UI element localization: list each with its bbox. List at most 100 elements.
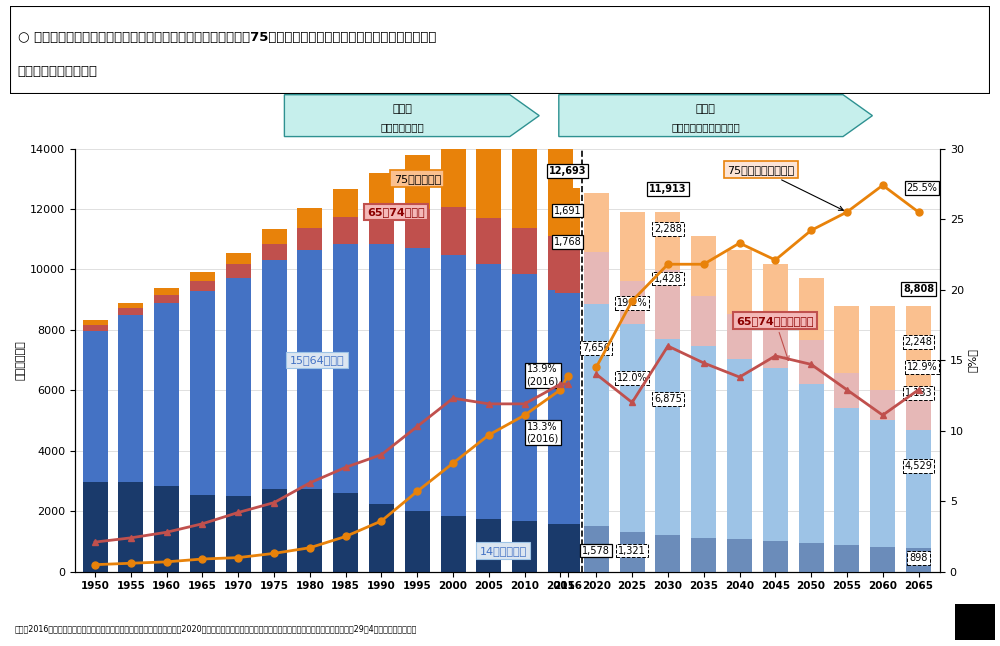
Bar	[190, 272, 215, 280]
Bar	[799, 384, 824, 543]
Bar	[763, 264, 788, 321]
Bar	[691, 236, 716, 297]
Text: 25.5%: 25.5%	[907, 183, 938, 193]
Polygon shape	[559, 95, 872, 136]
Bar	[763, 541, 788, 572]
Bar	[727, 314, 752, 359]
Bar	[476, 264, 501, 519]
Bar	[476, 140, 501, 218]
Bar	[118, 302, 143, 309]
FancyBboxPatch shape	[955, 604, 995, 640]
FancyBboxPatch shape	[10, 6, 990, 94]
Bar	[297, 488, 322, 572]
Bar	[555, 293, 580, 524]
Bar	[476, 218, 501, 264]
Bar	[906, 548, 931, 572]
Bar	[620, 532, 645, 572]
Text: 13.3%
(2016): 13.3% (2016)	[526, 422, 559, 444]
Bar	[763, 368, 788, 541]
Bar	[834, 306, 859, 373]
Text: 8,808: 8,808	[903, 284, 934, 294]
Bar	[333, 217, 358, 244]
Text: 1,133: 1,133	[905, 388, 932, 399]
Bar	[441, 516, 466, 572]
Text: 1,321: 1,321	[618, 546, 646, 556]
Text: 75歳以上人口: 75歳以上人口	[394, 174, 441, 184]
Bar	[154, 303, 179, 486]
Bar	[727, 359, 752, 539]
Bar	[262, 490, 287, 572]
Polygon shape	[284, 95, 539, 136]
Bar	[727, 250, 752, 314]
Bar	[548, 134, 573, 236]
Text: 2,248: 2,248	[905, 337, 932, 347]
Text: 13.9%
(2016): 13.9% (2016)	[526, 364, 559, 386]
Bar	[83, 331, 108, 482]
Text: 11,913: 11,913	[649, 184, 687, 194]
Text: 12,693: 12,693	[549, 166, 586, 176]
Bar	[190, 280, 215, 291]
Bar	[870, 547, 895, 572]
Text: 2,288: 2,288	[654, 224, 682, 234]
Text: 15～64歳人口: 15～64歳人口	[290, 355, 344, 365]
Bar	[870, 390, 895, 420]
Bar	[691, 297, 716, 346]
Bar	[548, 236, 573, 290]
Bar	[333, 244, 358, 493]
Text: （日本の将来人口推計）: （日本の将来人口推計）	[671, 122, 740, 132]
Bar	[190, 495, 215, 572]
Text: 14歳以下人口: 14歳以下人口	[480, 546, 527, 556]
Text: 65～74歳人口の割合: 65～74歳人口の割合	[737, 316, 814, 360]
Bar	[333, 189, 358, 217]
Bar	[584, 193, 609, 252]
Bar	[655, 339, 680, 536]
Bar	[297, 228, 322, 250]
Bar	[834, 373, 859, 408]
Bar	[620, 212, 645, 281]
Bar	[906, 430, 931, 548]
Text: 資料：2016年までは総務省統計局「国勢調査」および「人口推計」、　　2020年以降は国立社会保障・人口問題研究所「日本の将来推計人口（平成グ29年4月推計）中: 資料：2016年までは総務省統計局「国勢調査」および「人口推計」、 2020年以…	[15, 625, 417, 634]
Bar	[584, 526, 609, 572]
Bar	[369, 173, 394, 213]
Bar	[262, 260, 287, 490]
Bar	[262, 244, 287, 260]
Bar	[83, 482, 108, 572]
Bar	[620, 324, 645, 532]
Bar	[620, 281, 645, 324]
Bar	[870, 420, 895, 547]
Bar	[441, 255, 466, 516]
Bar	[727, 539, 752, 572]
Text: ○ 今後、日本の総人口が減少に転じていくなか、高齢者（特に75歳以上の高齢者）の占める割合は増加していく: ○ 今後、日本の総人口が減少に転じていくなか、高齢者（特に75歳以上の高齢者）の…	[18, 31, 436, 44]
Bar	[405, 511, 430, 572]
Bar	[906, 396, 931, 430]
Text: 65～74歳人口: 65～74歳人口	[367, 207, 425, 217]
Bar	[655, 212, 680, 270]
Bar	[655, 536, 680, 572]
Bar	[476, 519, 501, 572]
Bar	[834, 408, 859, 545]
Bar	[118, 482, 143, 572]
Bar	[555, 188, 580, 239]
Bar	[799, 340, 824, 384]
Bar	[906, 306, 931, 396]
Bar	[405, 156, 430, 209]
Bar	[555, 239, 580, 293]
Bar	[512, 521, 537, 572]
Bar	[333, 493, 358, 572]
Bar	[226, 495, 251, 572]
Bar	[512, 139, 537, 228]
Bar	[584, 252, 609, 304]
Bar	[297, 208, 322, 228]
Bar	[799, 278, 824, 340]
Bar	[763, 321, 788, 368]
Text: ことが想定される。: ことが想定される。	[18, 65, 98, 78]
Text: 1,428: 1,428	[654, 273, 682, 284]
Bar	[83, 320, 108, 326]
Y-axis label: 人口（万人）: 人口（万人）	[16, 340, 26, 380]
Bar	[226, 264, 251, 278]
Bar	[154, 295, 179, 303]
Bar	[691, 346, 716, 537]
Bar	[369, 244, 394, 504]
Text: 12.0%: 12.0%	[617, 373, 647, 383]
Text: 6,875: 6,875	[654, 395, 682, 404]
